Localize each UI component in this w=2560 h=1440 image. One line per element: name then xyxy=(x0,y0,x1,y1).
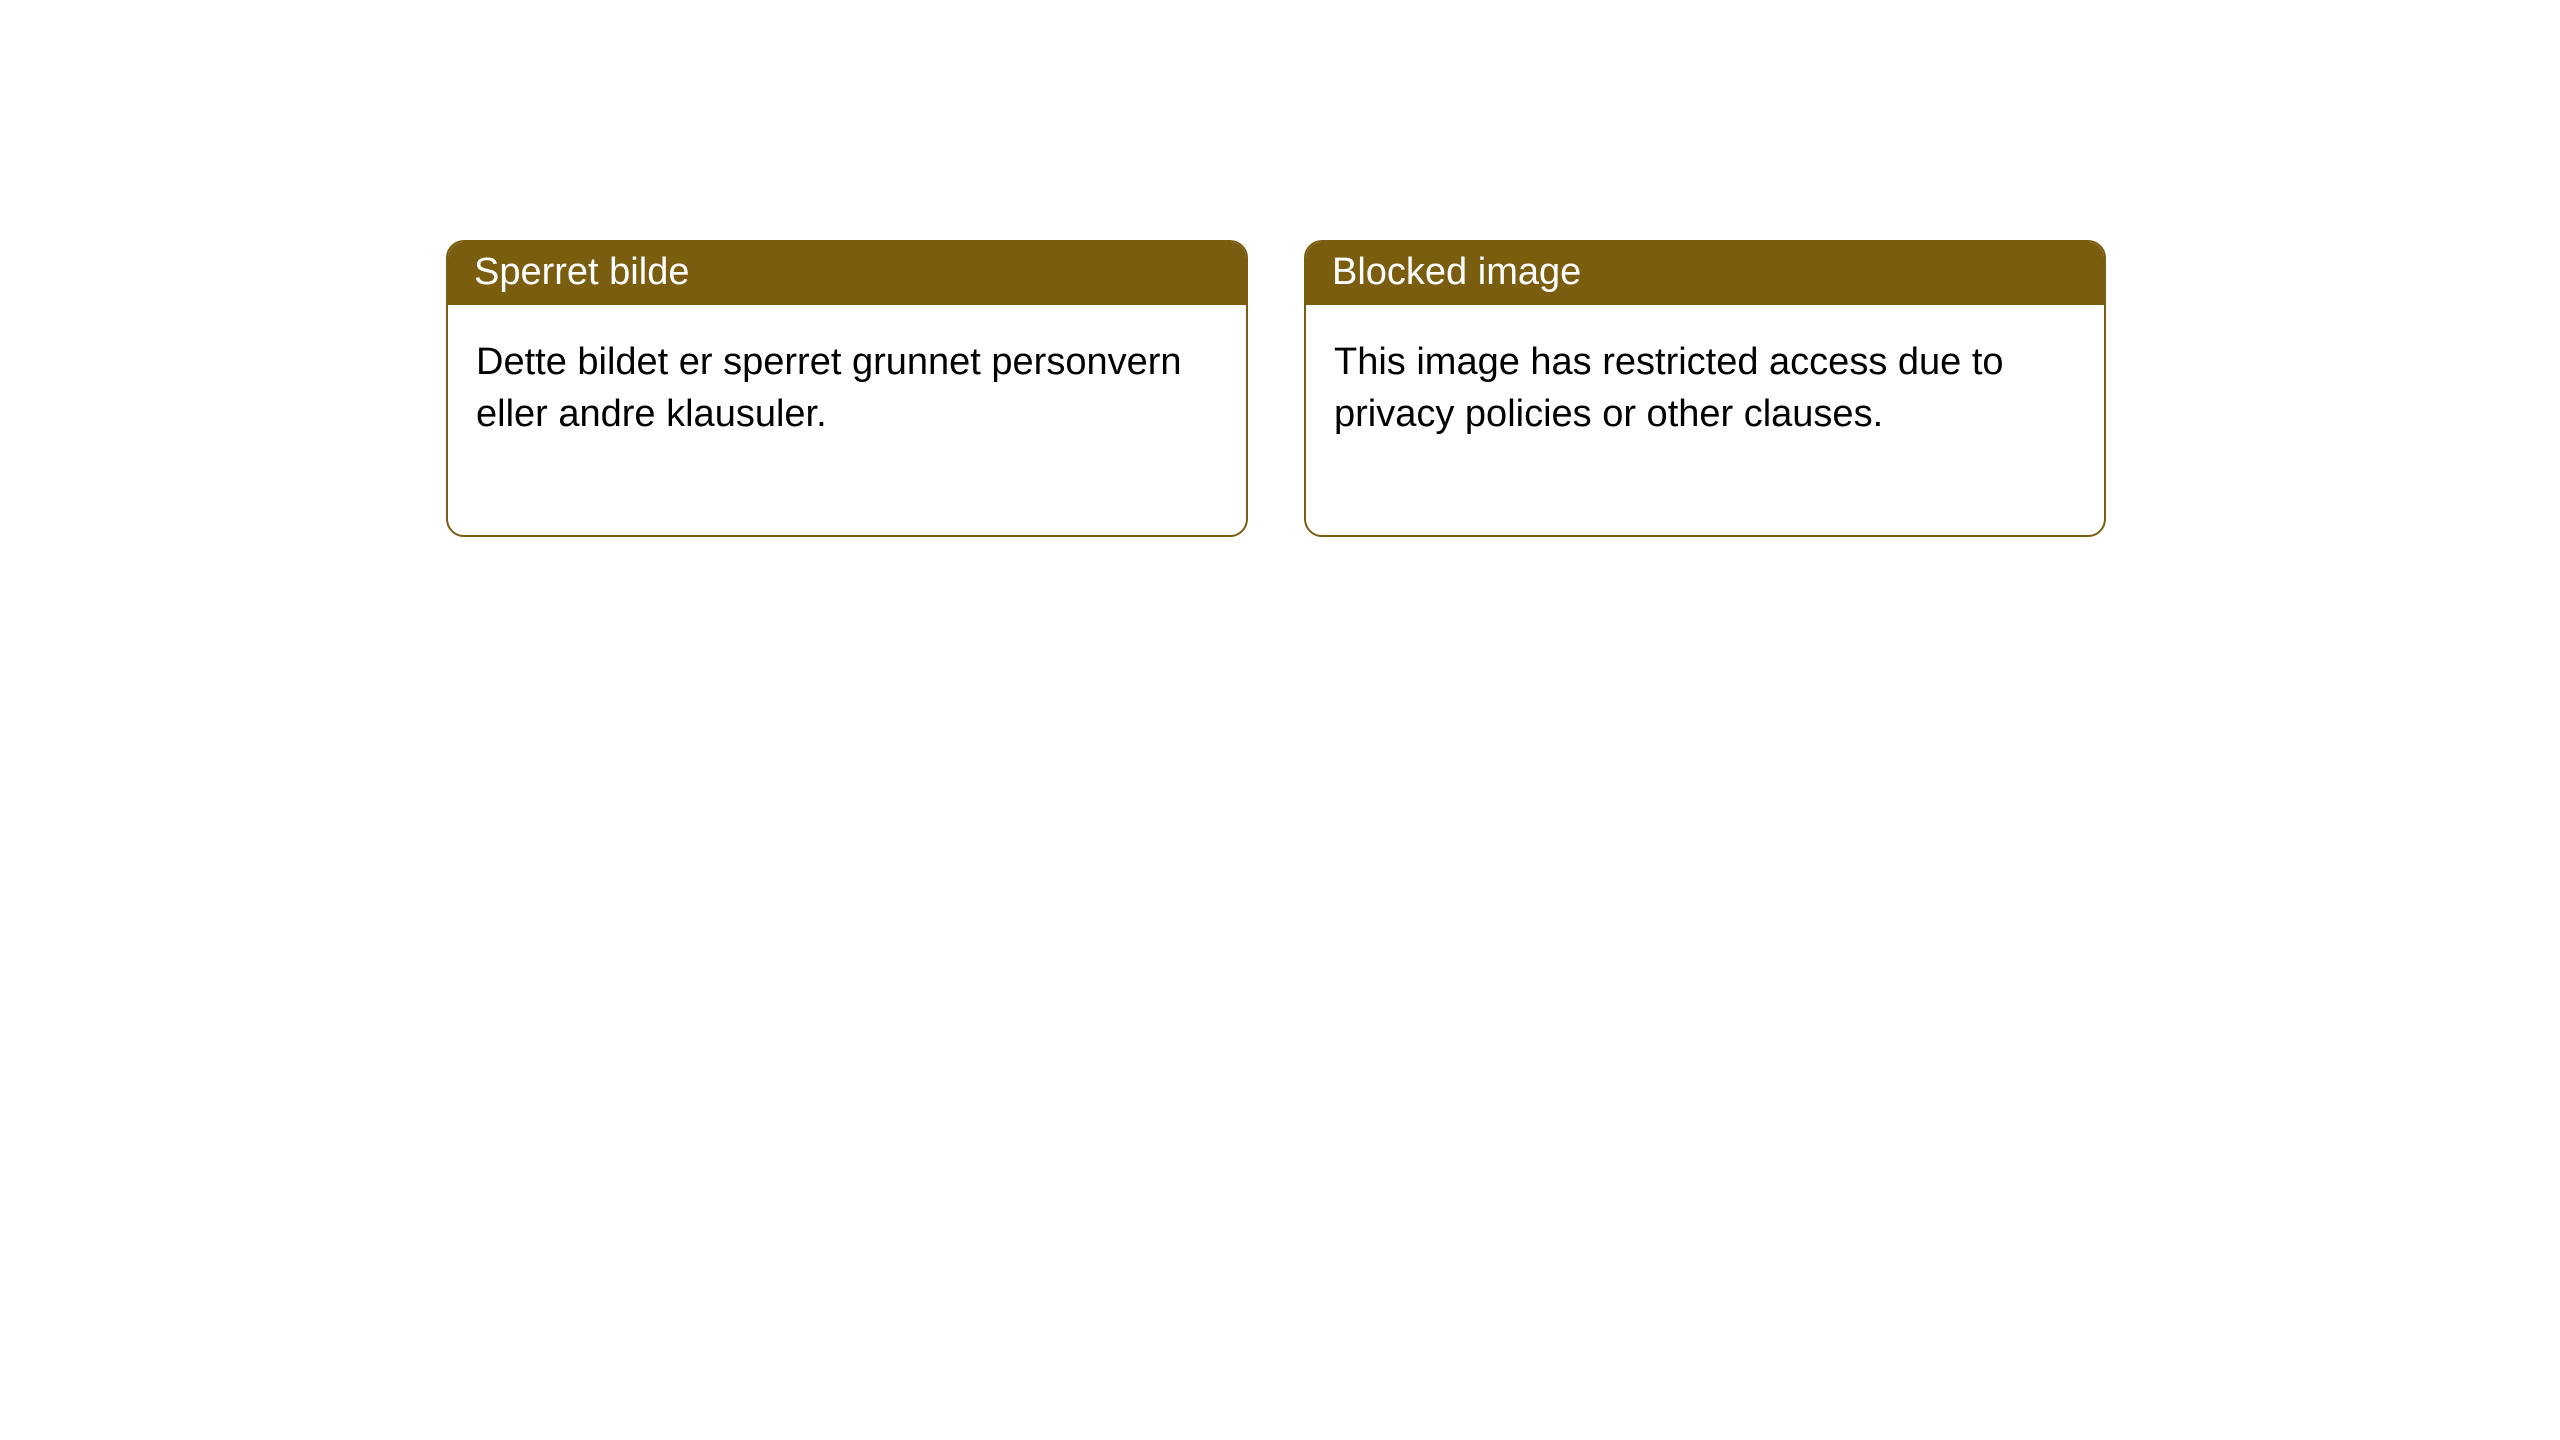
notice-body-norwegian: Dette bildet er sperret grunnet personve… xyxy=(448,305,1246,535)
notice-container: Sperret bilde Dette bildet er sperret gr… xyxy=(446,240,2106,537)
notice-header-english: Blocked image xyxy=(1306,242,2104,305)
notice-body-english: This image has restricted access due to … xyxy=(1306,305,2104,535)
notice-box-norwegian: Sperret bilde Dette bildet er sperret gr… xyxy=(446,240,1248,537)
notice-box-english: Blocked image This image has restricted … xyxy=(1304,240,2106,537)
notice-header-norwegian: Sperret bilde xyxy=(448,242,1246,305)
